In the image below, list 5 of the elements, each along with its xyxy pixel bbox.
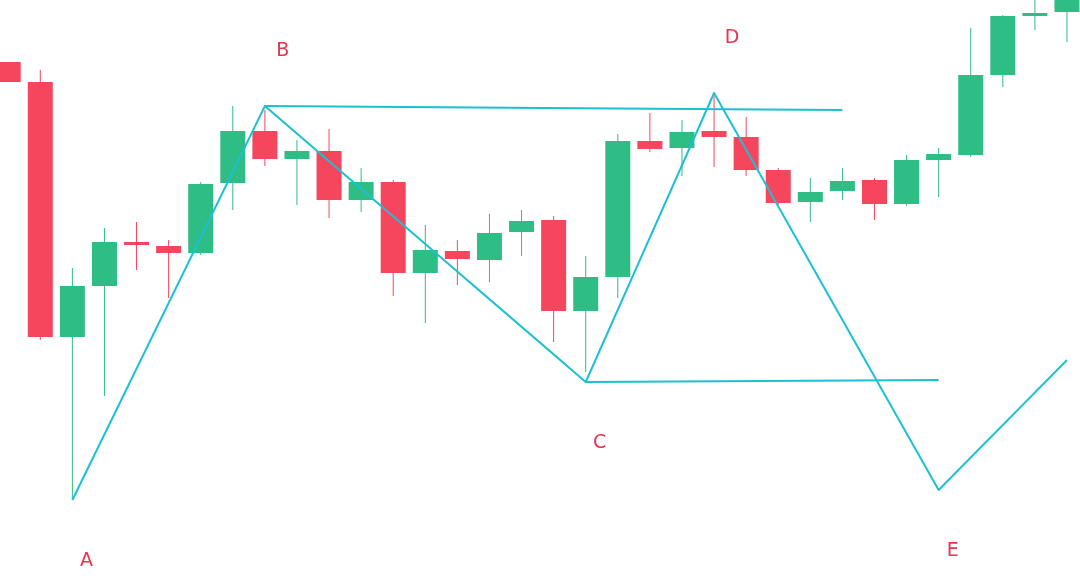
- annotation: B: [276, 38, 290, 60]
- annotation: D: [724, 25, 740, 47]
- text: E: [946, 538, 959, 560]
- annotation: C: [593, 430, 607, 452]
- text: A: [79, 548, 93, 570]
